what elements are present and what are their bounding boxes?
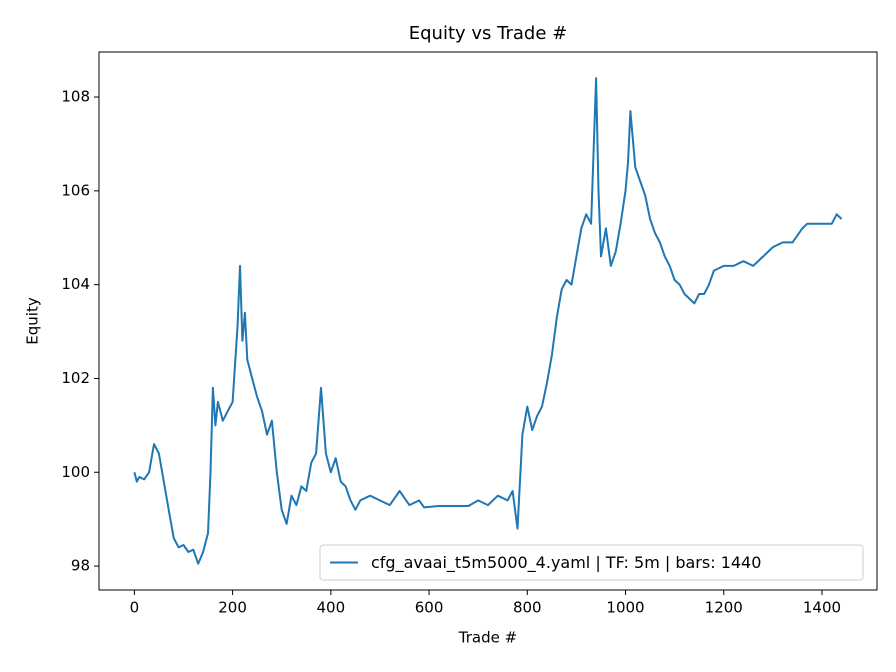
legend-label: cfg_avaai_t5m5000_4.yaml | TF: 5m | bars… <box>371 553 761 573</box>
y-tick-label: 98 <box>71 557 90 575</box>
x-tick-label: 200 <box>218 599 247 617</box>
plot-frame <box>98 51 878 591</box>
x-tick-label: 1200 <box>705 599 743 617</box>
y-tick-label: 100 <box>61 463 90 481</box>
y-tick-label: 108 <box>61 88 90 106</box>
x-axis-label: Trade # <box>458 629 517 647</box>
x-tick-label: 600 <box>415 599 444 617</box>
x-tick-label: 1400 <box>803 599 841 617</box>
chart-title: Equity vs Trade # <box>409 23 567 44</box>
y-axis-label: Equity <box>24 297 42 345</box>
x-tick-label: 400 <box>317 599 346 617</box>
line-series <box>133 77 843 565</box>
y-tick-label: 104 <box>61 275 90 293</box>
x-tick-label: 0 <box>130 599 140 617</box>
x-tick-label: 1000 <box>606 599 644 617</box>
y-tick-label: 106 <box>61 181 90 199</box>
x-tick-label: 800 <box>513 599 542 617</box>
y-tick-label: 102 <box>61 369 90 387</box>
legend-box <box>319 544 864 581</box>
